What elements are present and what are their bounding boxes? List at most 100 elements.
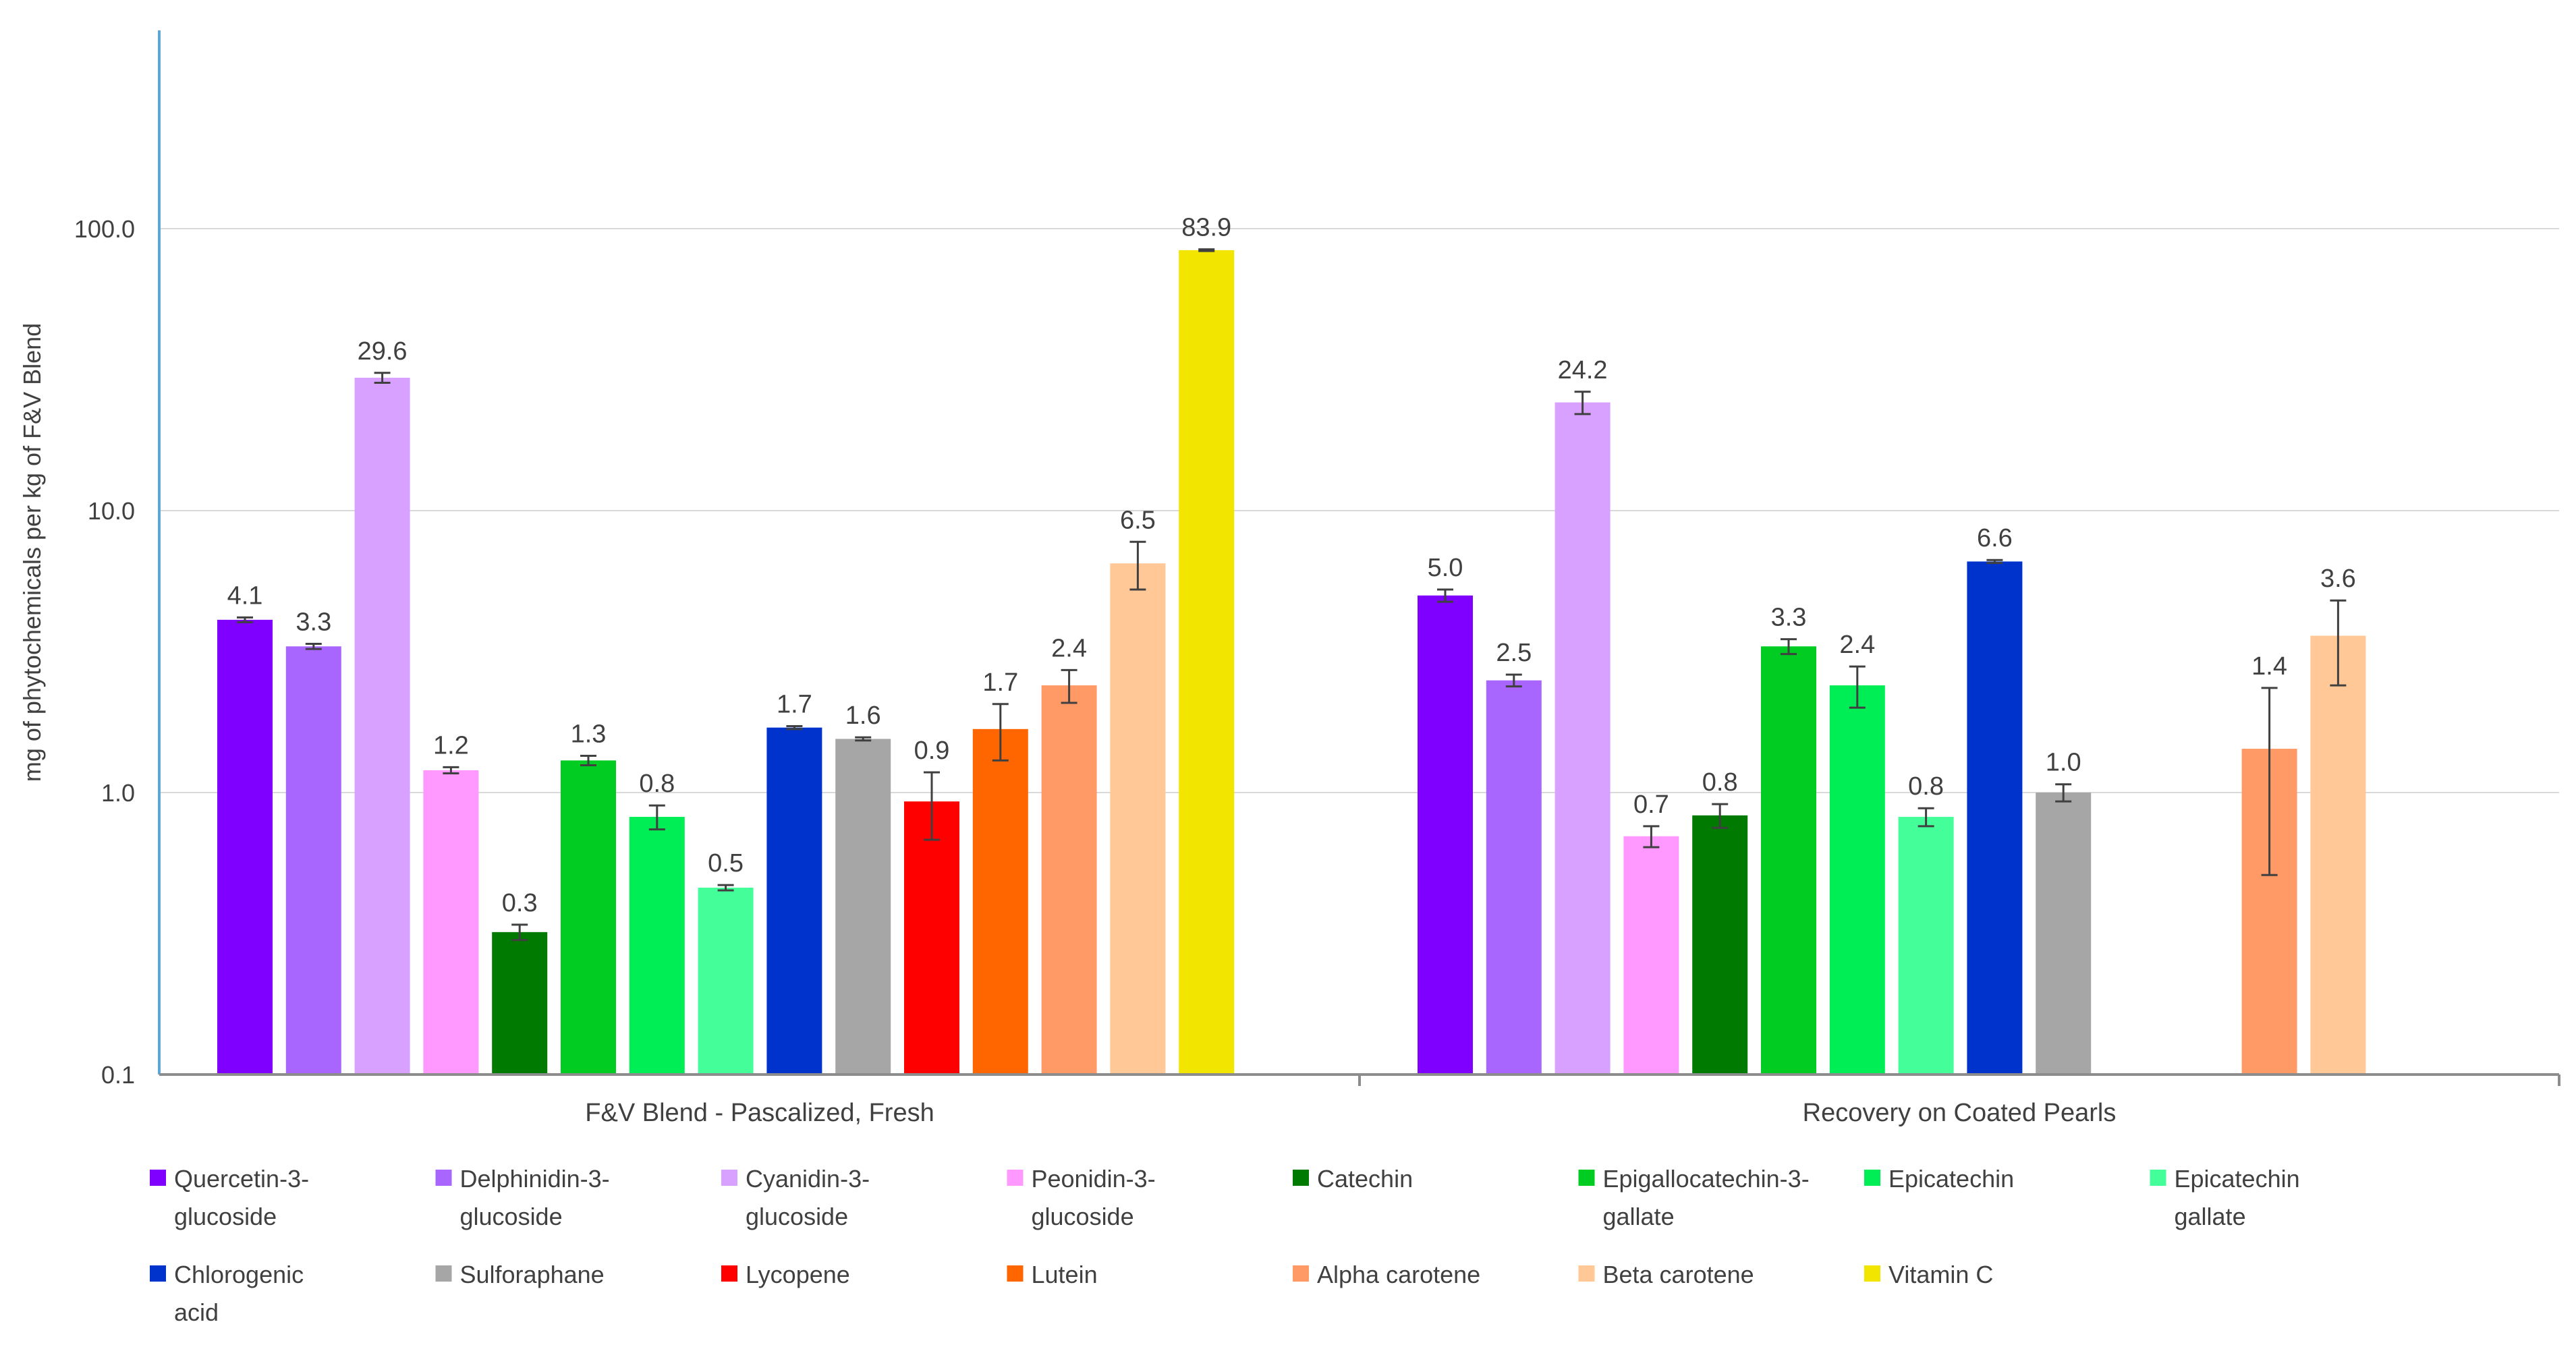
y-axis-label: mg of phytochemicals per kg of F&V Blend <box>18 323 46 782</box>
bar <box>904 801 959 1075</box>
legend-label: Epigallocatechin-3-gallate <box>1603 1165 1810 1230</box>
bar <box>423 770 479 1075</box>
data-label: 3.3 <box>296 608 331 636</box>
bar <box>354 378 410 1075</box>
legend-swatch <box>721 1170 737 1186</box>
legend-item: Alpha carotene <box>1293 1261 1480 1288</box>
bar <box>1179 250 1235 1075</box>
legend-item: Sulforaphane <box>435 1261 605 1288</box>
data-label: 0.3 <box>502 889 538 917</box>
bars <box>217 250 2366 1075</box>
legend-item: Beta carotene <box>1578 1261 1754 1288</box>
data-label: 4.1 <box>227 581 263 610</box>
y-tick-label: 1.0 <box>101 779 135 807</box>
legend-item: Delphinidin-3-glucoside <box>435 1165 610 1230</box>
bar <box>835 739 891 1075</box>
bar <box>1829 685 1885 1075</box>
gridlines <box>159 228 2559 793</box>
legend-item: Chlorogenic acid <box>150 1261 304 1326</box>
legend-label: Sulforaphane <box>460 1261 605 1288</box>
legend-label: Delphinidin-3-glucoside <box>460 1165 610 1230</box>
data-label: 0.8 <box>639 770 675 798</box>
legend-label: Quercetin-3-glucoside <box>174 1165 309 1230</box>
legend-label: Cyanidin-3-glucoside <box>746 1165 870 1230</box>
data-label: 3.3 <box>1771 604 1807 632</box>
legend-item: Peonidin-3-glucoside <box>1007 1165 1156 1230</box>
legend-swatch <box>2150 1170 2166 1186</box>
data-label: 3.6 <box>2320 565 2356 593</box>
data-label: 2.4 <box>1839 631 1875 659</box>
data-label: 1.6 <box>845 702 881 730</box>
error-bars <box>237 248 2347 942</box>
legend-label: Chlorogenic acid <box>174 1261 304 1326</box>
bar <box>561 760 616 1075</box>
data-labels: 4.1 5.0 3.3 2.5 29.6 24.2 1.2 0.7 0.3 0.8 1.3 3.3 0.… <box>227 214 2356 917</box>
data-label: 2.4 <box>1051 634 1087 662</box>
legend-swatch <box>1578 1170 1595 1186</box>
legend-swatch <box>1864 1170 1880 1186</box>
legend-item: Catechin <box>1293 1165 1413 1193</box>
bar <box>2310 635 2366 1075</box>
legend-item: Vitamin C <box>1864 1261 1993 1288</box>
data-label: 6.5 <box>1120 506 1156 534</box>
legend-item: Epicatechin gallate <box>2150 1165 2300 1230</box>
bar <box>1041 685 1097 1075</box>
data-label: 1.0 <box>2046 749 2081 777</box>
data-label: 29.6 <box>358 337 408 366</box>
y-tick-label: 0.1 <box>101 1061 135 1089</box>
legend-item: Lycopene <box>721 1261 850 1288</box>
data-label: 1.3 <box>571 720 607 749</box>
legend-label: Lycopene <box>746 1261 850 1288</box>
legend-label: Peonidin-3-glucoside <box>1032 1165 1156 1230</box>
bar <box>972 728 1028 1075</box>
y-tick-labels: 0.1 1.0 10.0 100.0 <box>74 215 135 1089</box>
data-label: 0.7 <box>1633 791 1669 819</box>
data-label: 0.9 <box>914 737 950 765</box>
legend-item: Epicatechin <box>1864 1165 2014 1193</box>
legend-swatch <box>435 1265 452 1282</box>
data-label: 1.4 <box>2251 652 2287 681</box>
legend: Quercetin-3-glucoside Delphinidin-3-gluco… <box>150 1165 2300 1326</box>
data-label: 5.0 <box>1428 554 1463 582</box>
legend-swatch <box>1293 1170 1309 1186</box>
bar <box>285 646 341 1075</box>
legend-swatch <box>1007 1170 1024 1186</box>
data-label: 6.6 <box>1977 524 2013 552</box>
legend-label: Epicatechin gallate <box>2175 1165 2300 1230</box>
legend-label: Lutein <box>1032 1261 1098 1288</box>
data-label: 83.9 <box>1181 214 1231 242</box>
legend-swatch <box>721 1265 737 1282</box>
legend-swatch <box>150 1170 166 1186</box>
bar <box>492 932 548 1075</box>
bar <box>1898 817 1954 1075</box>
bar <box>217 619 273 1075</box>
legend-label: Catechin <box>1317 1165 1413 1193</box>
legend-swatch <box>1578 1265 1595 1282</box>
legend-item: Cyanidin-3-glucoside <box>721 1165 870 1230</box>
legend-swatch <box>150 1265 166 1282</box>
legend-swatch <box>1293 1265 1309 1282</box>
bar <box>1110 563 1166 1075</box>
legend-swatch <box>435 1170 452 1186</box>
data-label: 0.5 <box>708 849 744 878</box>
data-label: 1.2 <box>433 731 469 760</box>
legend-item: Epigallocatechin-3-gallate <box>1578 1165 1810 1230</box>
legend-label: Alpha carotene <box>1317 1261 1480 1288</box>
data-label: 1.7 <box>982 668 1018 697</box>
bar <box>1555 402 1611 1075</box>
y-tick-label: 10.0 <box>88 497 135 525</box>
data-label: 1.7 <box>777 691 812 719</box>
legend-label: Vitamin C <box>1888 1261 1993 1288</box>
legend-label: Epicatechin <box>1888 1165 2014 1193</box>
bar <box>2036 793 2092 1075</box>
legend-label: Beta carotene <box>1603 1261 1754 1288</box>
y-tick-label: 100.0 <box>74 215 135 243</box>
bar <box>1761 646 1816 1075</box>
data-label: 0.8 <box>1908 772 1944 801</box>
bar <box>1418 595 1473 1075</box>
legend-swatch <box>1864 1265 1880 1282</box>
legend-item: Lutein <box>1007 1261 1098 1288</box>
bar <box>1623 836 1679 1075</box>
bar <box>1486 680 1542 1075</box>
